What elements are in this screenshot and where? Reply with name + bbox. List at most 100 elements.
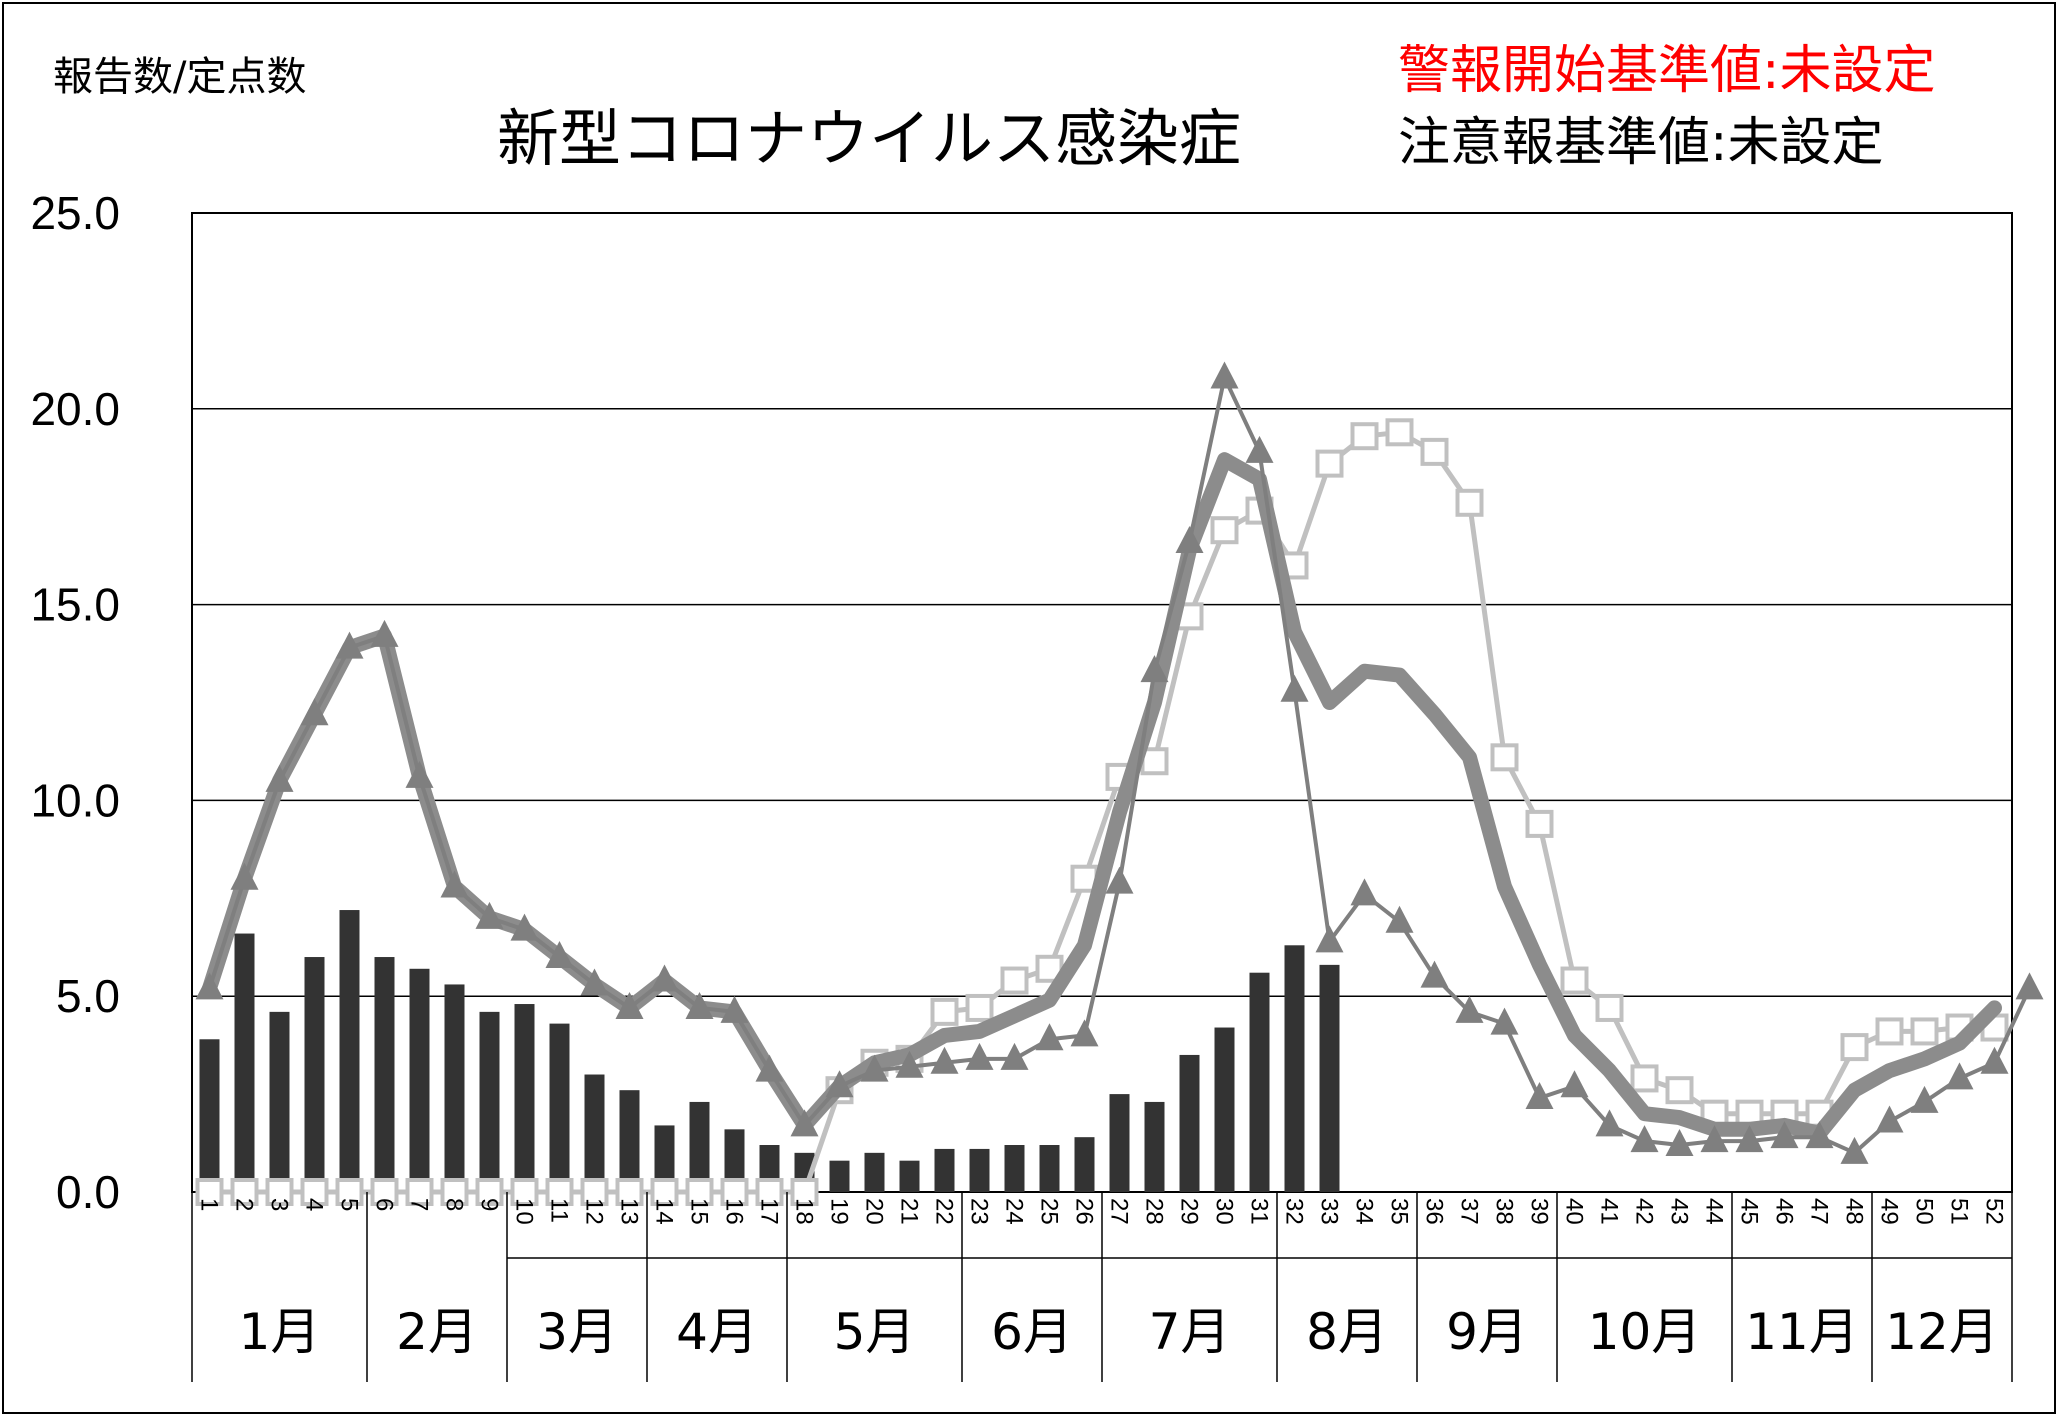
bar-week-15 (689, 1101, 710, 1192)
square-marker (1210, 516, 1239, 545)
week-label: 35 (1386, 1198, 1413, 1225)
week-label: 52 (1981, 1198, 2008, 1225)
triangle-marker (825, 1070, 854, 1098)
week-label: 36 (1421, 1198, 1448, 1225)
square-marker (965, 993, 994, 1022)
bar-week-11 (549, 1023, 570, 1192)
triangle-marker (1350, 878, 1379, 906)
month-label: 1月 (239, 1303, 321, 1361)
week-label: 37 (1456, 1198, 1483, 1225)
triangle-marker (685, 991, 714, 1019)
square-marker (1595, 993, 1624, 1022)
week-label: 11 (546, 1198, 573, 1223)
triangle-marker (1525, 1082, 1554, 1110)
week-label: 23 (966, 1198, 993, 1225)
week-label: 29 (1176, 1198, 1203, 1225)
month-label: 2月 (396, 1303, 478, 1361)
week-label: 21 (896, 1198, 923, 1225)
triangle-marker (510, 913, 539, 941)
triangle-marker (1105, 866, 1134, 894)
chart-title: 新型コロナウイルス感染症 (497, 102, 1242, 175)
triangle-marker (1945, 1062, 1974, 1090)
month-label: 10月 (1588, 1303, 1702, 1361)
bar-week-6 (374, 957, 395, 1192)
square-marker (755, 1178, 784, 1206)
week-label: 50 (1911, 1198, 1938, 1225)
triangle-marker (860, 1054, 889, 1082)
triangle-marker (405, 760, 434, 788)
week-label: 33 (1316, 1198, 1343, 1225)
triangle-marker (580, 968, 609, 996)
triangle-marker (1595, 1109, 1624, 1137)
week-label: 22 (931, 1198, 958, 1225)
bar-week-22 (934, 1148, 955, 1192)
bar-week-32 (1284, 945, 1305, 1192)
week-label: 8 (441, 1198, 468, 1211)
plot-area (191, 212, 2013, 1193)
triangle-marker (1910, 1085, 1939, 1113)
square-marker (685, 1178, 714, 1206)
week-label: 42 (1631, 1198, 1658, 1225)
triangle-marker (440, 870, 469, 898)
bar-week-12 (584, 1074, 605, 1192)
triangle-marker (895, 1050, 924, 1078)
square-marker (1455, 488, 1484, 517)
week-label: 5 (336, 1198, 363, 1211)
square-marker (1910, 1017, 1939, 1046)
square-marker (580, 1178, 609, 1206)
week-label: 4 (301, 1198, 328, 1211)
y-unit-label: 報告数/定点数 (53, 54, 307, 100)
square-marker (475, 1178, 504, 1206)
week-label: 39 (1526, 1198, 1553, 1225)
bar-week-2 (234, 933, 255, 1192)
square-marker (650, 1178, 679, 1206)
square-marker (1385, 418, 1414, 447)
square-marker (1350, 422, 1379, 451)
square-marker (300, 1178, 329, 1206)
bar-week-31 (1249, 972, 1270, 1192)
square-marker (1000, 966, 1029, 995)
week-label: 47 (1806, 1198, 1833, 1225)
triangle-marker (1875, 1105, 1904, 1133)
triangle-marker (1490, 1007, 1519, 1035)
triangle-marker (1700, 1125, 1729, 1153)
week-label: 31 (1246, 1198, 1273, 1225)
week-label: 1 (196, 1198, 223, 1211)
bar-week-25 (1039, 1145, 1060, 1192)
triangle-marker (335, 631, 364, 659)
triangle-marker (1140, 655, 1169, 683)
week-label: 34 (1351, 1198, 1378, 1225)
triangle-marker (1035, 1023, 1064, 1051)
triangle-marker (755, 1054, 784, 1082)
week-label: 12 (581, 1198, 608, 1225)
bar-week-16 (724, 1129, 745, 1192)
week-label: 43 (1666, 1198, 1693, 1225)
bar-week-23 (969, 1148, 990, 1192)
triangle-marker (1210, 361, 1239, 389)
week-label: 24 (1001, 1198, 1028, 1225)
square-marker (1875, 1017, 1904, 1046)
triangle-marker (300, 698, 329, 726)
triangle-marker (650, 964, 679, 992)
triangle-marker (1070, 1019, 1099, 1047)
square-marker (440, 1178, 469, 1206)
triangle-marker (1420, 960, 1449, 988)
triangle-marker (1770, 1121, 1799, 1149)
bar-week-9 (479, 1011, 500, 1192)
triangle-marker (615, 991, 644, 1019)
triangle-marker (230, 862, 259, 890)
square-marker (1665, 1076, 1694, 1105)
triangle-marker (1665, 1129, 1694, 1157)
alert-threshold-label: 警報開始基準値:未設定 (1398, 41, 1936, 101)
week-label: 46 (1771, 1198, 1798, 1225)
bar-week-33 (1319, 964, 1340, 1192)
square-marker (1315, 449, 1344, 478)
y-tick-label: 0.0 (56, 1166, 120, 1218)
bar-week-27 (1109, 1094, 1130, 1192)
square-marker (510, 1178, 539, 1206)
square-marker (230, 1178, 259, 1206)
square-marker (1035, 954, 1064, 983)
triangle-marker (930, 1046, 959, 1074)
bar-week-8 (444, 984, 465, 1192)
square-marker (1560, 966, 1589, 995)
